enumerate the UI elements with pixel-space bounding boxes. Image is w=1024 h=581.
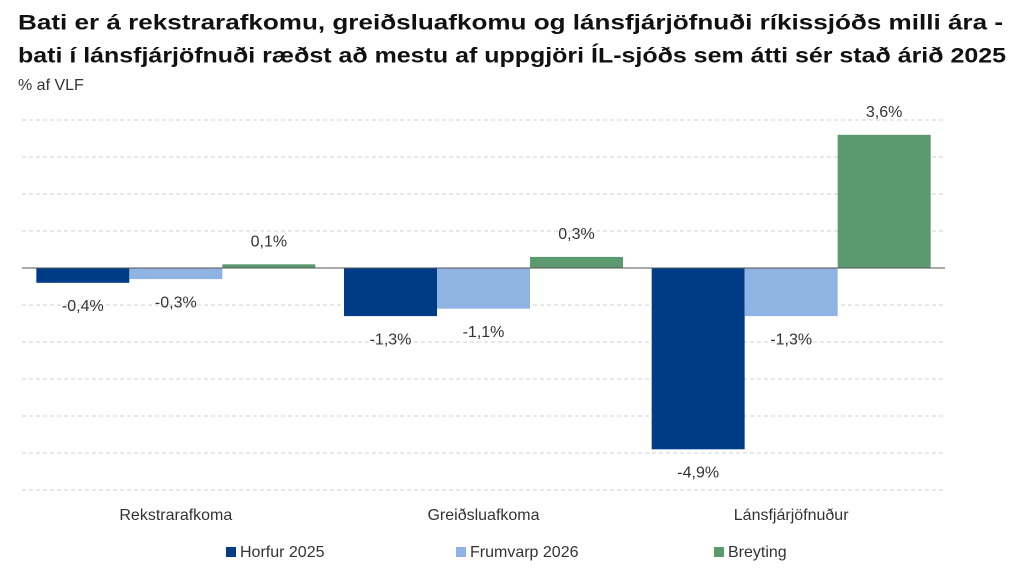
legend-label: Breyting: [728, 544, 787, 561]
legend-swatch: [714, 547, 724, 557]
bar: [530, 256, 623, 268]
value-label: -0,4%: [62, 298, 104, 315]
bar: [344, 268, 437, 317]
value-label: 3,6%: [866, 104, 902, 121]
legend-swatch: [226, 547, 236, 557]
x-tick-label: Rekstrarafkoma: [119, 507, 232, 524]
chart-title: Bati er á rekstrarafkomu, greiðsluafkomu…: [18, 12, 1003, 35]
bar: [437, 268, 530, 309]
legend-swatch: [456, 547, 466, 557]
value-label: -4,9%: [677, 465, 719, 482]
x-tick-label: Lánsfjárjöfnuður: [734, 507, 849, 524]
bar: [36, 268, 130, 283]
x-tick-label: Greiðsluafkoma: [427, 507, 539, 524]
bar: [222, 264, 316, 268]
chart-subtitle: % af VLF: [18, 77, 84, 94]
value-label: -1,1%: [463, 324, 505, 341]
bar: [651, 268, 745, 450]
value-label: -1,3%: [770, 331, 812, 348]
value-label: -0,3%: [155, 294, 197, 311]
value-label: 0,1%: [251, 234, 287, 251]
bar: [744, 268, 838, 317]
chart-title: bati í lánsfjárjöfnuði ræðst að mestu af…: [18, 45, 1006, 68]
bar: [837, 134, 931, 268]
value-label: 0,3%: [558, 226, 594, 243]
value-label: -1,3%: [370, 331, 412, 348]
bar: [129, 268, 223, 280]
legend-label: Frumvarp 2026: [470, 544, 579, 561]
legend-label: Horfur 2025: [240, 544, 325, 561]
